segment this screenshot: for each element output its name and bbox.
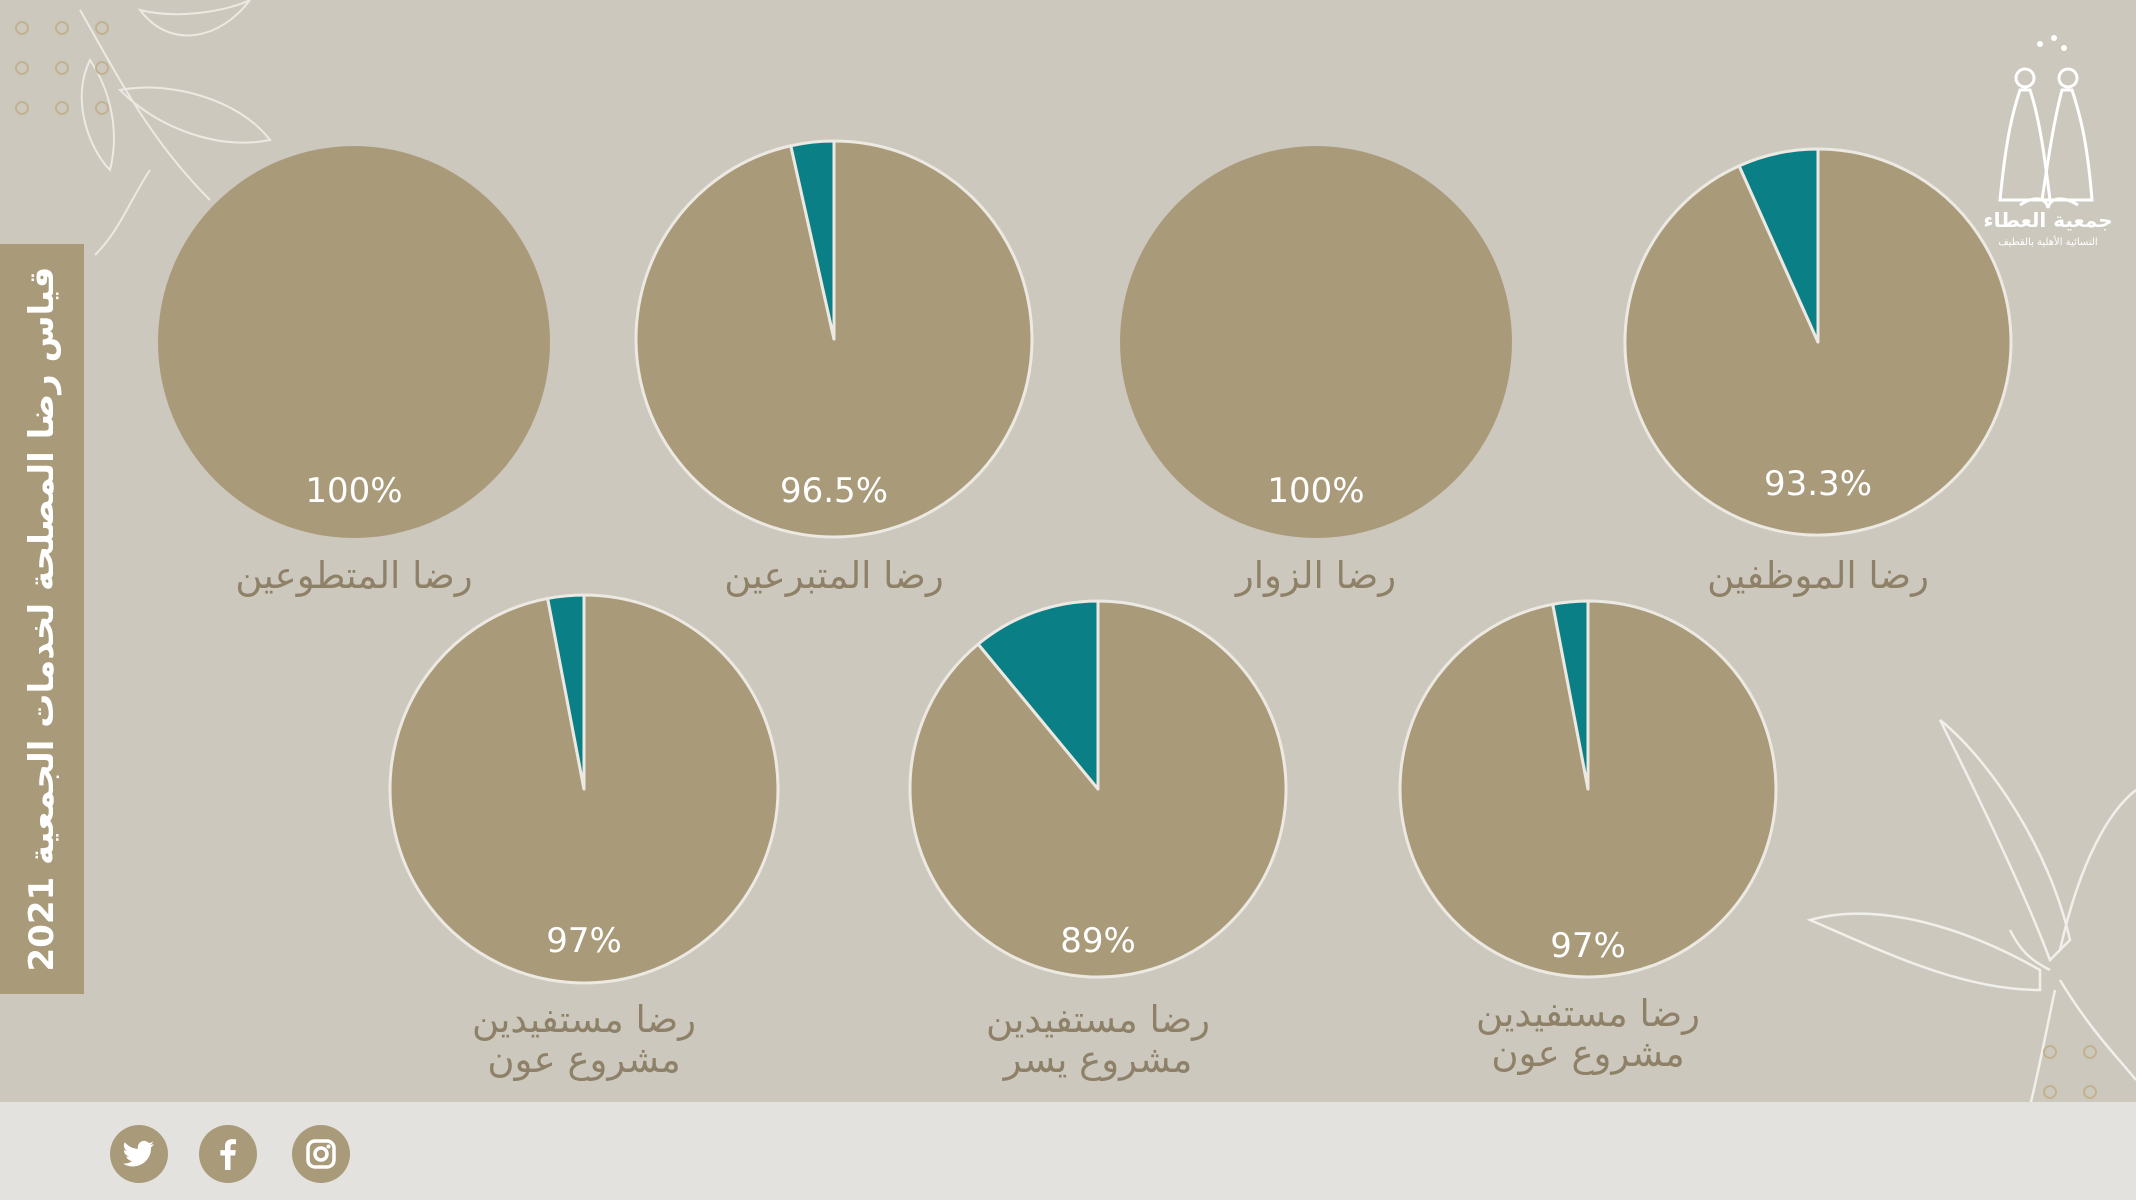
instagram-button[interactable] <box>292 1125 350 1183</box>
pie-value-label: 89% <box>1060 921 1136 961</box>
pie-category-label: رضا مستفيدين <box>986 998 1210 1041</box>
pie-chart: 96.5% رضا المتبرعين <box>634 139 1034 597</box>
pie-category-label: رضا المتطوعين <box>235 554 472 597</box>
pie-slice-remainder <box>1737 147 1820 344</box>
pie-category-label: مشروع عون <box>487 1038 680 1081</box>
pie-category-label: مشروع عون <box>1491 1032 1684 1075</box>
logo-tagline: النسائية الأهلية بالقطيف <box>1998 237 2098 248</box>
pie-category-label: رضا المتبرعين <box>724 554 943 597</box>
pie-chart: 100% رضا المتطوعين <box>158 146 550 597</box>
logo-icon <box>1998 35 2094 209</box>
pie-category-label: رضا مستفيدين <box>472 998 696 1041</box>
pie-category-label: رضا مستفيدين <box>1476 992 1700 1035</box>
pie-value-label: 93.3% <box>1764 464 1872 504</box>
pie-value-label: 97% <box>546 921 622 961</box>
pie-chart: 100% رضا الزوار <box>1120 146 1512 597</box>
pie-category-label: مشروع يسر <box>1002 1038 1193 1081</box>
decorative-leaves <box>15 0 272 256</box>
facebook-button[interactable] <box>199 1125 257 1183</box>
pie-category-label: رضا الموظفين <box>1707 554 1929 597</box>
facebook-icon <box>220 1139 236 1170</box>
logo-name: جمعية العطاء <box>1983 208 2113 232</box>
footer-bar <box>0 1102 2136 1200</box>
side-banner <box>0 244 84 994</box>
pie-value-label: 100% <box>1267 471 1364 511</box>
pie-slice-satisfied <box>158 146 550 538</box>
pie-slice-remainder <box>789 139 836 341</box>
pie-slice-remainder <box>546 593 586 791</box>
twitter-icon <box>123 1140 154 1167</box>
instagram-icon <box>306 1139 336 1169</box>
pie-value-label: 100% <box>305 471 402 511</box>
pie-category-label: رضا الزوار <box>1234 554 1396 597</box>
pie-value-label: 97% <box>1550 926 1626 966</box>
pie-chart: 93.3% رضا الموظفين <box>1623 147 2013 597</box>
pie-value-label: 96.5% <box>780 471 888 511</box>
pie-slice-remainder <box>976 599 1100 791</box>
pie-slice-satisfied <box>1623 147 2013 537</box>
pie-slice-remainder <box>1551 599 1590 791</box>
twitter-button[interactable] <box>110 1125 168 1183</box>
pie-slice-satisfied <box>1120 146 1512 538</box>
